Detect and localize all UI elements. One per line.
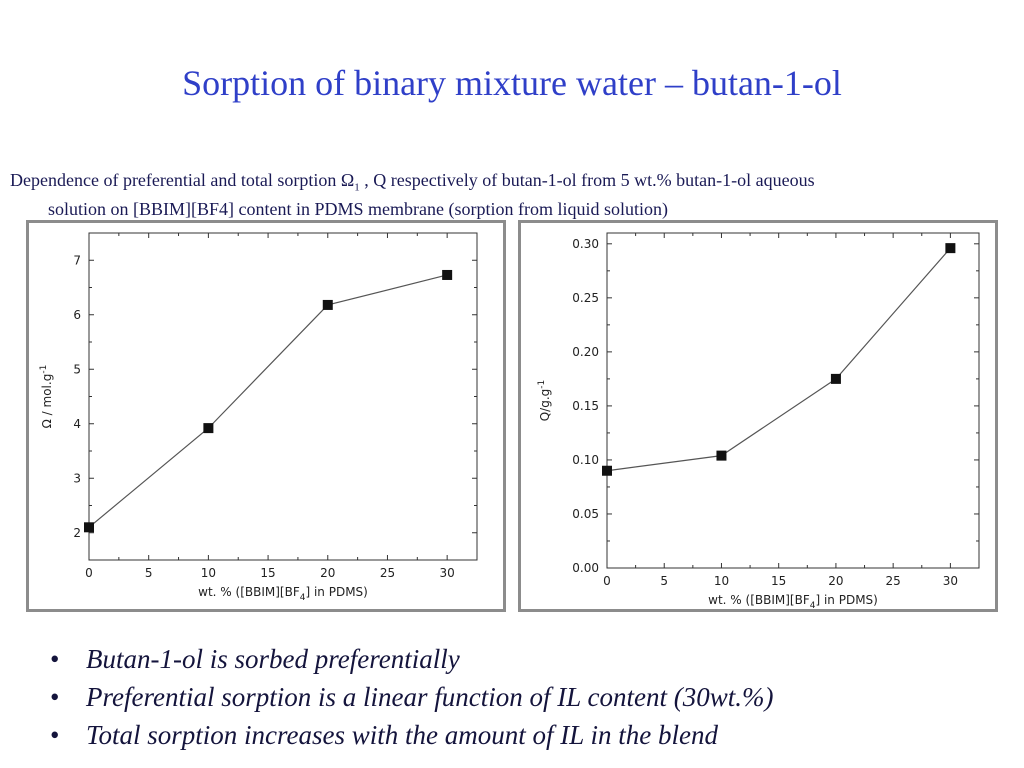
x-axis-label-pre: wt. % ([BBIM][BF	[708, 593, 810, 607]
y-axis-label-pre: Q/g.g	[538, 389, 552, 422]
bullet-text-3: Total sorption increases with the amount…	[86, 720, 719, 750]
bullet-dot-icon: •	[50, 682, 60, 712]
x-axis-label: wt. % ([BBIM][BF4] in PDMS)	[198, 585, 368, 603]
y-tick-label: 0.30	[572, 237, 599, 251]
y-axis-label-sup: -1	[537, 380, 547, 389]
x-tick-label: 10	[714, 574, 729, 588]
x-axis-label: wt. % ([BBIM][BF4] in PDMS)	[708, 593, 878, 609]
y-axis-label: Ω / mol.g-1	[39, 365, 54, 429]
y-tick-label: 7	[73, 253, 81, 267]
figure-caption: Dependence of preferential and total sor…	[10, 170, 1014, 220]
y-tick-label: 6	[73, 308, 81, 322]
bullet-item-3: • Total sorption increases with the amoun…	[50, 716, 773, 754]
data-point	[442, 269, 453, 280]
x-tick-label: 0	[85, 566, 93, 580]
x-tick-label: 30	[440, 566, 455, 580]
bullet-dot-icon: •	[50, 644, 60, 674]
y-tick-label: 0.20	[572, 345, 599, 359]
y-tick-label: 4	[73, 417, 81, 431]
x-axis-label-post: ] in PDMS)	[815, 593, 877, 607]
y-tick-label: 2	[73, 526, 81, 540]
x-tick-label: 10	[201, 566, 216, 580]
y-axis-label: Q/g.g-1	[537, 380, 552, 422]
y-tick-label: 0.25	[572, 291, 599, 305]
x-tick-label: 5	[660, 574, 668, 588]
data-point	[945, 243, 956, 254]
x-tick-label: 20	[828, 574, 843, 588]
caption-subscript: 1	[354, 181, 360, 194]
caption-line1-pre: Dependence of preferential and total sor…	[10, 170, 355, 190]
data-point	[830, 373, 841, 384]
y-tick-label: 3	[73, 471, 81, 485]
chart-total-sorption: 0 5 10 15 20 25 30 0.00 0.05 0.10 0.15 0.20 0.25 0.30…	[518, 220, 998, 612]
x-tick-label: 15	[260, 566, 275, 580]
data-point	[602, 465, 612, 476]
x-axis-label-pre: wt. % ([BBIM][BF	[198, 585, 300, 599]
chart-total-sorption-svg: 0 5 10 15 20 25 30 0.00 0.05 0.10 0.15 0.20 0.25 0.30…	[537, 232, 980, 609]
bullet-list: • Butan-1-ol is sorbed preferentially • Pr…	[50, 640, 773, 754]
slide-title: Sorption of binary mixture water – butan…	[182, 63, 842, 103]
y-tick-label: 0.10	[572, 453, 599, 467]
data-point	[203, 423, 214, 434]
bullet-text-1: Butan-1-ol is sorbed preferentially	[86, 644, 460, 674]
x-tick-label: 30	[943, 574, 958, 588]
x-tick-label: 15	[771, 574, 786, 588]
bullet-text-2: Preferential sorption is a linear functi…	[86, 682, 774, 712]
caption-line2: solution on [BBIM][BF4] content in PDMS …	[48, 198, 668, 219]
y-tick-label: 0.00	[572, 561, 599, 575]
data-point	[322, 299, 333, 310]
y-tick-label: 0.15	[572, 399, 599, 413]
x-tick-label: 0	[603, 574, 611, 588]
x-tick-label: 25	[886, 574, 901, 588]
y-axis-label-pre: Ω / mol.g	[40, 374, 54, 429]
caption-line1-post: , Q respectively of butan-1-ol from 5 wt…	[359, 170, 815, 190]
chart-preferential-sorption: 0 5 10 15 20 25 30 2 3 4 5 6 7 wt. % ([BBIM][BF4] in …	[26, 220, 506, 612]
x-axis-label-sub: 4	[810, 601, 816, 609]
bullet-item-1: • Butan-1-ol is sorbed preferentially	[50, 640, 773, 678]
series-line	[88, 274, 448, 528]
data-point	[716, 450, 727, 461]
x-tick-label: 25	[380, 566, 395, 580]
x-axis-label-sub: 4	[300, 593, 306, 603]
x-axis-label-post: ] in PDMS)	[305, 585, 367, 599]
y-axis-label-sup: -1	[39, 365, 49, 374]
plot-frame	[606, 232, 980, 569]
series-line	[606, 247, 951, 472]
y-tick-label: 5	[73, 362, 81, 376]
x-tick-label: 5	[145, 566, 153, 580]
y-tick-label: 0.05	[572, 507, 599, 521]
x-tick-label: 20	[320, 566, 335, 580]
bullet-dot-icon: •	[50, 720, 60, 750]
bullet-item-2: • Preferential sorption is a linear funct…	[50, 678, 773, 716]
data-point	[84, 522, 94, 533]
